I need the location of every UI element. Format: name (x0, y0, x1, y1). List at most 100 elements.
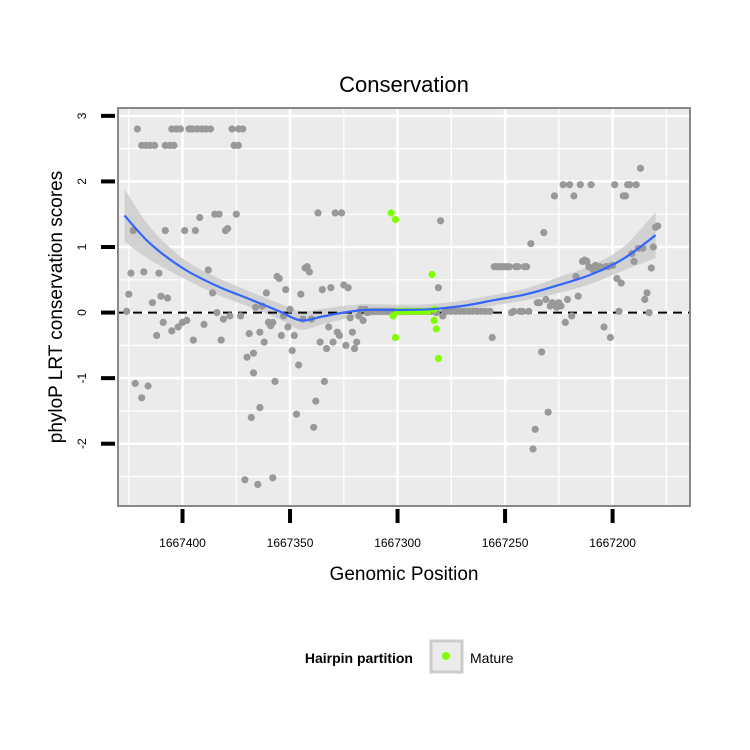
data-point (611, 181, 619, 189)
data-point (249, 349, 258, 357)
data-point (170, 141, 178, 149)
data-point (157, 292, 165, 300)
data-point (617, 279, 625, 287)
data-point (518, 307, 526, 315)
data-point (191, 227, 199, 235)
data-point (219, 315, 227, 323)
data-point (576, 181, 584, 189)
data-point (587, 181, 595, 189)
data-point (314, 209, 322, 217)
x-axis-ticks: 1667400 1667350 1667300 1667250 1667200 (159, 509, 636, 550)
y-tick-label: 1 (75, 243, 89, 250)
data-point (181, 227, 189, 235)
chart-title: Conservation (339, 72, 469, 97)
grid-lines (118, 108, 690, 506)
smooth-curve (123, 214, 657, 322)
legend-key-box (429, 639, 464, 674)
data-point (557, 302, 565, 310)
data-point (249, 369, 258, 377)
data-point (486, 307, 494, 315)
data-point (252, 303, 260, 311)
data-point (213, 309, 221, 317)
data-point (144, 382, 152, 390)
data-point (176, 125, 184, 133)
data-point (174, 323, 182, 331)
data-point (527, 240, 535, 248)
data-point (342, 341, 350, 349)
data-point (346, 314, 354, 322)
data-point (245, 330, 253, 338)
data-point (525, 307, 533, 315)
data-point (353, 338, 361, 346)
data-point (331, 209, 339, 217)
data-point (535, 299, 544, 307)
data-point (654, 222, 662, 230)
legend: Hairpin partition Mature (305, 639, 514, 674)
data-point (123, 307, 131, 315)
data-point (531, 425, 539, 433)
data-point (310, 423, 318, 431)
data-point (538, 348, 546, 356)
data-point (606, 333, 615, 342)
x-tick-label: 1667300 (374, 536, 421, 550)
data-point (286, 305, 294, 313)
data-point (323, 345, 331, 353)
y-tick-label: 2 (75, 178, 89, 185)
data-point (649, 243, 658, 251)
plot-frame (117, 107, 691, 507)
data-point (243, 353, 251, 361)
data-point (626, 181, 634, 189)
data-point (613, 274, 621, 283)
data-point (297, 290, 305, 298)
data-point (196, 213, 204, 222)
data-point (237, 312, 245, 320)
data-point (327, 284, 335, 292)
legend-label-mature: Mature (470, 650, 514, 666)
data-point (200, 320, 208, 328)
data-point (630, 257, 638, 265)
data-point (284, 323, 292, 331)
legend-key-mature-dot (442, 652, 450, 660)
data-point (523, 263, 531, 271)
mature-point (389, 312, 397, 320)
data-point (292, 410, 301, 418)
data-point (226, 312, 234, 320)
mature-point (391, 215, 399, 224)
data-point (260, 338, 268, 346)
data-point (241, 476, 249, 484)
data-point (312, 397, 320, 405)
y-axis-title: phyloP LRT conservation scores (46, 171, 67, 444)
data-point (262, 289, 270, 297)
data-point (350, 345, 359, 353)
data-point (228, 125, 236, 133)
y-tick-label: 0 (75, 309, 89, 316)
y-tick-label: -1 (75, 372, 89, 383)
x-tick-label: 1667350 (267, 536, 314, 550)
mature-point (432, 325, 440, 333)
data-point (600, 323, 608, 331)
data-point (215, 210, 223, 218)
data-point (434, 284, 442, 292)
data-point (540, 229, 548, 237)
data-point (290, 331, 298, 340)
x-tick-label: 1667400 (159, 536, 206, 550)
data-point (148, 299, 156, 307)
data-point (566, 181, 574, 189)
data-point (615, 307, 623, 315)
data-point (183, 316, 191, 324)
data-point (140, 268, 148, 276)
data-point (329, 338, 337, 346)
data-point (299, 315, 307, 323)
data-point (355, 312, 363, 320)
data-point (204, 266, 212, 274)
data-point (239, 125, 247, 133)
data-point (189, 336, 197, 344)
data-point (282, 286, 290, 294)
data-point (647, 264, 655, 272)
data-point (256, 328, 264, 336)
smooth-line (123, 214, 657, 322)
data-point (563, 295, 572, 304)
data-point (168, 327, 176, 335)
data-point (568, 312, 576, 320)
data-point (206, 125, 215, 133)
